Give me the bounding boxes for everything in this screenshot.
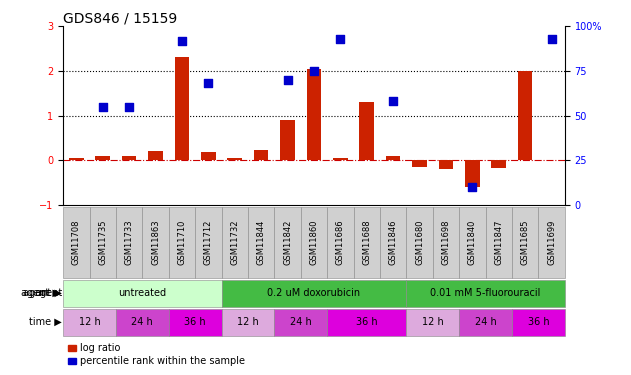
Bar — [406, 309, 459, 336]
Point — [309, 68, 319, 74]
Text: untreated: untreated — [118, 288, 167, 298]
Text: GSM11847: GSM11847 — [494, 219, 504, 265]
Text: GSM11699: GSM11699 — [547, 220, 556, 265]
Text: 0.2 uM doxorubicin: 0.2 uM doxorubicin — [268, 288, 360, 298]
Text: agent ▶: agent ▶ — [21, 288, 60, 298]
Bar — [63, 280, 221, 307]
Bar — [459, 207, 485, 278]
Text: GSM11842: GSM11842 — [283, 220, 292, 265]
Bar — [201, 152, 216, 160]
Text: 12 h: 12 h — [79, 317, 100, 327]
Text: GSM11680: GSM11680 — [415, 219, 424, 265]
Bar — [168, 207, 195, 278]
Bar — [227, 158, 242, 160]
Bar — [90, 207, 116, 278]
Bar — [63, 207, 90, 278]
Text: GSM11863: GSM11863 — [151, 219, 160, 265]
Bar — [538, 207, 565, 278]
Bar — [353, 207, 380, 278]
Bar — [116, 207, 143, 278]
Bar — [274, 207, 301, 278]
Text: GDS846 / 15159: GDS846 / 15159 — [63, 11, 177, 25]
Text: GSM11698: GSM11698 — [442, 219, 451, 265]
Point — [124, 104, 134, 110]
Text: 36 h: 36 h — [184, 317, 206, 327]
Bar — [254, 150, 268, 160]
Text: GSM11860: GSM11860 — [309, 219, 319, 265]
Text: GSM11710: GSM11710 — [177, 220, 186, 265]
Text: GSM11708: GSM11708 — [72, 219, 81, 265]
Bar — [512, 309, 565, 336]
Bar — [221, 280, 406, 307]
Text: GSM11844: GSM11844 — [257, 220, 266, 265]
Bar — [301, 207, 327, 278]
Text: GSM11685: GSM11685 — [521, 219, 529, 265]
Text: 36 h: 36 h — [528, 317, 549, 327]
Point — [335, 36, 345, 42]
Bar — [412, 160, 427, 167]
Bar — [380, 207, 406, 278]
Text: agent ▶: agent ▶ — [23, 288, 62, 298]
Bar — [386, 156, 401, 160]
Point — [283, 77, 293, 83]
Bar — [195, 207, 221, 278]
Bar — [143, 207, 168, 278]
Bar — [221, 309, 274, 336]
Bar — [485, 207, 512, 278]
Text: GSM11840: GSM11840 — [468, 220, 477, 265]
Bar — [518, 71, 533, 160]
Text: GSM11735: GSM11735 — [98, 219, 107, 265]
Bar — [248, 207, 274, 278]
Text: 24 h: 24 h — [131, 317, 153, 327]
Bar — [512, 207, 538, 278]
Bar — [280, 120, 295, 160]
Bar — [360, 102, 374, 160]
Bar — [122, 156, 136, 160]
Text: 12 h: 12 h — [422, 317, 444, 327]
Bar — [439, 160, 453, 169]
Bar — [492, 160, 506, 168]
Bar — [406, 280, 565, 307]
Bar — [95, 156, 110, 160]
Text: GSM11733: GSM11733 — [124, 219, 134, 265]
Text: agent: agent — [35, 288, 63, 298]
Bar — [221, 207, 248, 278]
Text: GSM11686: GSM11686 — [336, 219, 345, 265]
Text: 24 h: 24 h — [290, 317, 312, 327]
Bar — [327, 309, 406, 336]
Point — [546, 36, 557, 42]
Text: 36 h: 36 h — [356, 317, 377, 327]
Point — [388, 98, 398, 104]
Bar — [333, 158, 348, 160]
Point — [468, 184, 478, 190]
Bar — [63, 309, 116, 336]
Legend: log ratio, percentile rank within the sample: log ratio, percentile rank within the sa… — [68, 344, 245, 366]
Bar — [307, 69, 321, 160]
Bar — [168, 309, 221, 336]
Text: GSM11712: GSM11712 — [204, 220, 213, 265]
Bar — [327, 207, 353, 278]
Bar — [459, 309, 512, 336]
Text: 0.01 mM 5-fluorouracil: 0.01 mM 5-fluorouracil — [430, 288, 541, 298]
Point — [98, 104, 108, 110]
Bar — [274, 309, 327, 336]
Text: time ▶: time ▶ — [29, 317, 62, 327]
Text: GSM11732: GSM11732 — [230, 219, 239, 265]
Text: GSM11846: GSM11846 — [389, 219, 398, 265]
Bar — [175, 57, 189, 160]
Bar — [433, 207, 459, 278]
Point — [177, 38, 187, 44]
Bar — [406, 207, 433, 278]
Text: 12 h: 12 h — [237, 317, 259, 327]
Bar — [116, 309, 168, 336]
Bar — [148, 151, 163, 160]
Text: GSM11688: GSM11688 — [362, 219, 371, 265]
Text: 24 h: 24 h — [475, 317, 497, 327]
Bar — [465, 160, 480, 187]
Point — [203, 80, 213, 86]
Bar — [69, 158, 83, 160]
